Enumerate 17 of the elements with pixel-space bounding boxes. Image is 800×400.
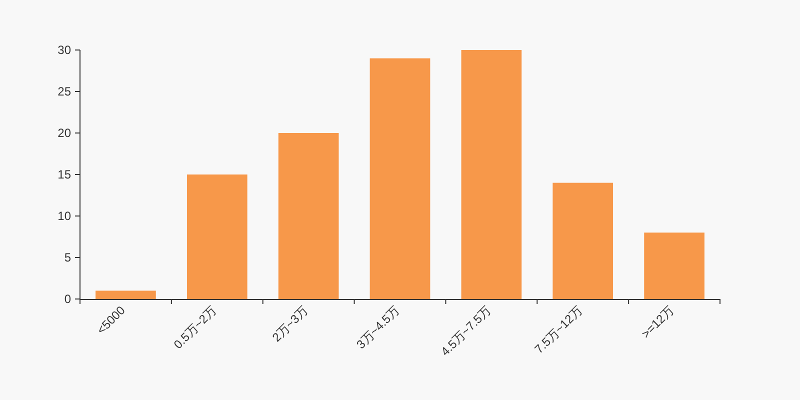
- x-tick-label: 7.5万~12万: [532, 303, 585, 356]
- bar: [370, 58, 430, 299]
- bar: [644, 232, 704, 299]
- bar: [186, 174, 248, 299]
- y-tick-label: 20: [58, 126, 72, 140]
- x-tick-label: 0.5万~2万: [170, 303, 220, 352]
- y-tick-label: 25: [58, 84, 72, 98]
- y-tick-label: 5: [64, 250, 72, 264]
- bar: [96, 290, 156, 299]
- y-tick-label: 15: [58, 168, 72, 182]
- bar: [461, 50, 522, 299]
- y-tick-label: 0: [64, 292, 72, 306]
- y-tick-label: 30: [58, 43, 72, 57]
- y-tick-label: 10: [58, 209, 72, 223]
- x-tick-label: 2万~3万: [269, 303, 311, 344]
- bar: [552, 182, 614, 299]
- bar: [278, 133, 339, 299]
